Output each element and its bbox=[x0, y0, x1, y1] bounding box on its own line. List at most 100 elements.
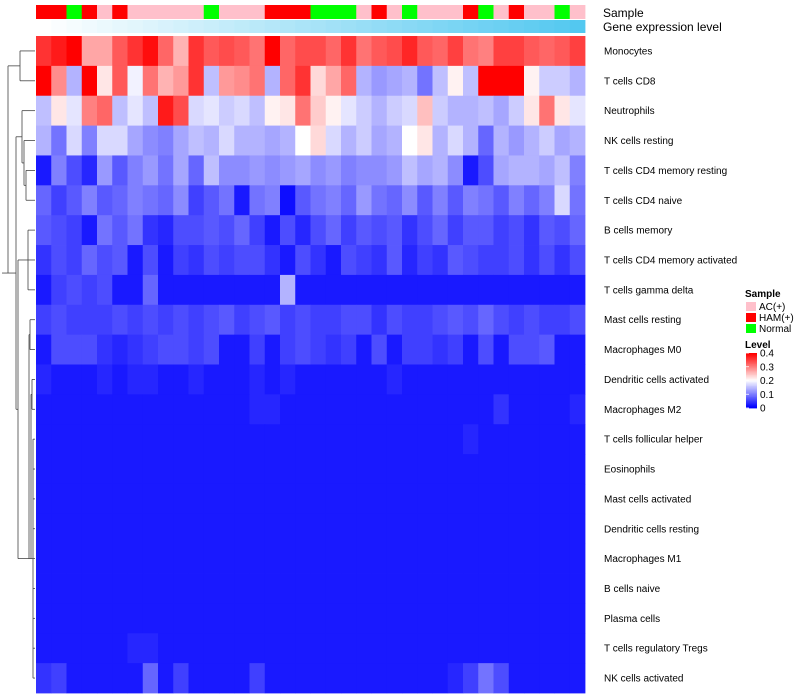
heatmap-cell bbox=[127, 334, 144, 365]
heatmap-cell bbox=[371, 334, 388, 365]
heatmap-cell bbox=[569, 125, 586, 156]
heatmap-cell bbox=[203, 185, 220, 216]
heatmap-cell bbox=[188, 543, 205, 574]
heatmap-cell bbox=[554, 454, 571, 485]
legend-colorbar-step bbox=[746, 401, 757, 403]
heatmap-cell bbox=[66, 454, 83, 485]
heatmap-cell bbox=[371, 95, 388, 126]
legend-colorbar-step bbox=[746, 362, 757, 365]
heatmap-cell bbox=[356, 215, 372, 246]
heatmap-cell bbox=[81, 543, 98, 574]
heatmap-cell bbox=[81, 394, 98, 425]
heatmap-cell bbox=[280, 633, 296, 664]
heatmap-cell bbox=[524, 95, 540, 126]
heatmap-cell bbox=[249, 663, 266, 694]
sample-annotation-cell bbox=[36, 5, 52, 19]
heatmap-cell bbox=[249, 603, 266, 634]
heatmap-cell bbox=[188, 36, 205, 67]
gene-expression-cell bbox=[386, 20, 403, 33]
heatmap-cell bbox=[524, 394, 540, 425]
heatmap-cell bbox=[219, 65, 235, 97]
heatmap-cell bbox=[432, 36, 449, 67]
heatmap-cell bbox=[127, 513, 144, 545]
heatmap-cell bbox=[81, 573, 98, 604]
row-label: Neutrophils bbox=[604, 106, 655, 117]
heatmap-cell bbox=[463, 125, 479, 156]
heatmap-cell bbox=[432, 603, 449, 634]
row-label: Dendritic cells resting bbox=[604, 524, 699, 535]
heatmap-cell bbox=[432, 274, 449, 306]
heatmap-cell bbox=[112, 125, 128, 156]
heatmap-cell bbox=[463, 573, 479, 604]
heatmap-cell bbox=[158, 304, 174, 336]
heatmap-cell bbox=[341, 394, 357, 425]
heatmap-cell bbox=[325, 513, 342, 545]
heatmap-cell bbox=[66, 95, 83, 126]
heatmap-cell bbox=[325, 65, 342, 97]
heatmap-cell bbox=[493, 543, 510, 574]
heatmap-cell bbox=[569, 573, 586, 604]
sample-annotation-cell bbox=[234, 5, 250, 19]
heatmap-cell bbox=[112, 215, 128, 246]
heatmap-cell bbox=[36, 633, 52, 664]
heatmap-cell bbox=[295, 543, 311, 574]
heatmap-cell bbox=[188, 633, 205, 664]
gene-expression-cell bbox=[569, 20, 586, 33]
heatmap-cell bbox=[569, 454, 586, 485]
heatmap-cell bbox=[112, 663, 128, 694]
heatmap-cell bbox=[569, 155, 586, 186]
heatmap-cell bbox=[386, 155, 403, 186]
heatmap-cell bbox=[249, 185, 266, 216]
heatmap-cell bbox=[127, 245, 144, 276]
gene-expression-cell bbox=[524, 20, 540, 33]
heatmap-cell bbox=[234, 573, 250, 604]
heatmap-cell bbox=[173, 364, 189, 395]
sample-annotation-cell bbox=[463, 5, 479, 19]
heatmap-cell bbox=[127, 573, 144, 604]
legend-colorbar-step bbox=[746, 379, 757, 381]
heatmap-cell bbox=[51, 364, 67, 395]
row-label: T cells CD8 bbox=[604, 76, 656, 87]
heatmap-cell bbox=[188, 663, 205, 694]
heatmap-cell bbox=[386, 483, 403, 515]
heatmap-cell bbox=[463, 155, 479, 186]
legend-colorbar-step bbox=[746, 368, 757, 370]
gene-expression-cell bbox=[142, 20, 159, 33]
heatmap-cell bbox=[463, 513, 479, 545]
heatmap-cell bbox=[508, 95, 525, 126]
heatmap-cell bbox=[508, 274, 525, 306]
heatmap-cell bbox=[432, 633, 449, 664]
heatmap-cell bbox=[280, 334, 296, 365]
heatmap-cell bbox=[188, 454, 205, 485]
heatmap-cell bbox=[51, 663, 67, 694]
heatmap-cell bbox=[554, 394, 571, 425]
heatmap-cell bbox=[264, 125, 281, 156]
heatmap-cell bbox=[341, 633, 357, 664]
heatmap-cell bbox=[310, 663, 327, 694]
heatmap-cell bbox=[188, 483, 205, 515]
heatmap-cell bbox=[173, 454, 189, 485]
heatmap-cell bbox=[36, 245, 52, 276]
heatmap-cell bbox=[249, 334, 266, 365]
heatmap-cell bbox=[539, 185, 555, 216]
heatmap-cell bbox=[417, 573, 433, 604]
heatmap-cell bbox=[371, 394, 388, 425]
heatmap-cell bbox=[356, 36, 372, 67]
heatmap-cell bbox=[280, 95, 296, 126]
heatmap-cell bbox=[97, 95, 113, 126]
heatmap-cell bbox=[219, 95, 235, 126]
heatmap-cell bbox=[188, 155, 205, 186]
heatmap-cell bbox=[142, 454, 159, 485]
heatmap-cell bbox=[97, 573, 113, 604]
heatmap-cell bbox=[112, 483, 128, 515]
heatmap-cell bbox=[81, 274, 98, 306]
heatmap-cell bbox=[432, 573, 449, 604]
heatmap-cell bbox=[356, 454, 372, 485]
gene-expression-cell bbox=[158, 20, 174, 33]
heatmap-cell bbox=[51, 573, 67, 604]
heatmap-cell bbox=[325, 394, 342, 425]
legend-swatch bbox=[746, 302, 756, 311]
heatmap-cell bbox=[173, 633, 189, 664]
heatmap-cell bbox=[51, 155, 67, 186]
heatmap-cell bbox=[203, 483, 220, 515]
